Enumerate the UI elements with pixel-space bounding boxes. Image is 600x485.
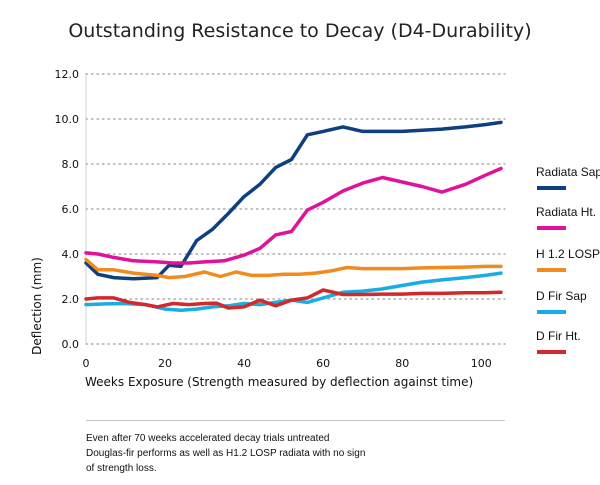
footnote: Even after 70 weeks accelerated decay tr… — [86, 431, 446, 476]
series-line-d-fir-ht — [84, 288, 503, 310]
legend-label: Radiata Sap — [536, 165, 600, 179]
y-tick-label: 0.0 — [62, 338, 80, 351]
footnote-line: Even after 70 weeks accelerated decay tr… — [86, 433, 330, 444]
y-tick-label: 2.0 — [62, 293, 80, 306]
legend: Radiata Sap Radiata Ht. H 1.2 LOSP D Fir Sa… — [536, 165, 600, 354]
x-tick-label: 80 — [395, 357, 409, 370]
y-tick-label: 8.0 — [62, 158, 80, 171]
footnote-line: of strength loss. — [86, 463, 157, 474]
x-tick-label: 100 — [471, 357, 492, 370]
series-lines — [84, 120, 503, 313]
y-tick-label: 10.0 — [55, 113, 80, 126]
legend-label: Radiata Ht. — [536, 205, 596, 219]
x-tick-labels: 0 20 40 60 80 100 — [83, 357, 492, 370]
line-chart: 0.0 2.0 4.0 6.0 8.0 10.0 12.0 0 20 40 60 80 100 Rad… — [30, 68, 600, 389]
series-line-radiata-ht — [84, 166, 503, 265]
x-axis-label: Weeks Exposure (Strength measured by def… — [85, 375, 473, 389]
x-tick-label: 60 — [316, 357, 330, 370]
series-line-radiata-sap — [84, 120, 503, 281]
series-line-h-1-2-losp — [84, 257, 503, 280]
y-tick-label: 12.0 — [55, 68, 80, 81]
legend-label: H 1.2 LOSP — [536, 247, 600, 261]
legend-label: D Fir Ht. — [536, 329, 581, 343]
x-tick-label: 0 — [83, 357, 90, 370]
chart-title: Outstanding Resistance to Decay (D4-Dura… — [68, 20, 532, 42]
legend-label: D Fir Sap — [536, 289, 587, 303]
y-axis-label: Deflection (mm) — [30, 257, 44, 355]
y-tick-labels: 0.0 2.0 4.0 6.0 8.0 10.0 12.0 — [55, 68, 80, 351]
x-tick-label: 40 — [237, 357, 251, 370]
x-tick-label: 20 — [158, 357, 172, 370]
footnote-line: Douglas-fir performs as well as H1.2 LOS… — [86, 448, 366, 459]
y-tick-label: 6.0 — [62, 203, 80, 216]
divider — [86, 420, 505, 421]
gridlines — [85, 73, 506, 345]
y-tick-label: 4.0 — [62, 248, 80, 261]
